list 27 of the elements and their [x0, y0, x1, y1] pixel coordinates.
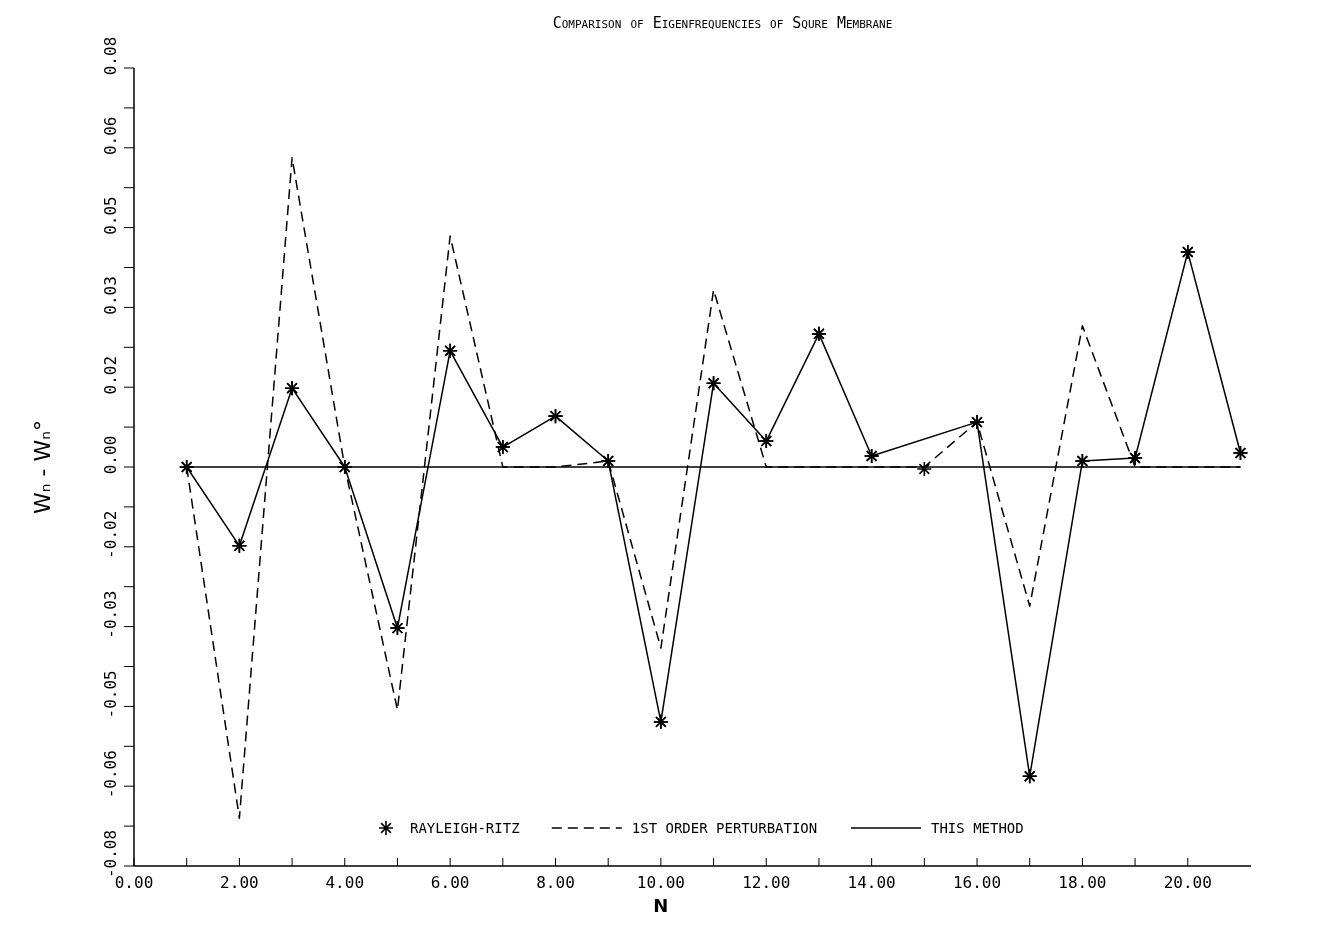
x-tick-label: 2.00: [220, 873, 259, 892]
x-tick-label: 14.00: [847, 873, 896, 892]
x-tick-label: 18.00: [1058, 873, 1107, 892]
legend-label: THIS METHOD: [931, 820, 1024, 836]
x-tick-label: 6.00: [430, 873, 470, 892]
x-tick-label: 10.00: [636, 873, 685, 892]
x-axis-title: N: [653, 895, 669, 916]
y-tick-label: 0.03: [101, 276, 120, 315]
x-tick-label: 8.00: [536, 873, 575, 892]
y-tick-label: 0.06: [101, 116, 120, 156]
legend-label: 1ST ORDER PERTURBATION: [631, 820, 818, 836]
y-tick-label: -0.02: [101, 510, 120, 559]
y-tick-label: -0.06: [101, 750, 120, 799]
y-axis-title: Wₙ - Wₙ°: [30, 420, 55, 514]
y-tick-label: 0.08: [101, 36, 120, 76]
chart-title: Comparison of Eigenfrequencies of Squre Membrane: [552, 14, 893, 32]
x-tick-label: 0.00: [114, 873, 154, 892]
x-tick-label: 16.00: [952, 873, 1002, 892]
y-tick-label: 0.00: [101, 435, 120, 475]
x-tick-label: 20.00: [1163, 873, 1212, 892]
y-tick-label: -0.03: [101, 590, 120, 639]
x-tick-label: 12.00: [742, 873, 791, 892]
y-tick-label: -0.05: [101, 670, 120, 719]
x-tick-label: 4.00: [325, 873, 365, 892]
legend-label: RAYLEIGH-RITZ: [410, 820, 520, 836]
y-tick-label: 0.05: [101, 196, 120, 235]
y-tick-label: 0.02: [101, 355, 120, 395]
